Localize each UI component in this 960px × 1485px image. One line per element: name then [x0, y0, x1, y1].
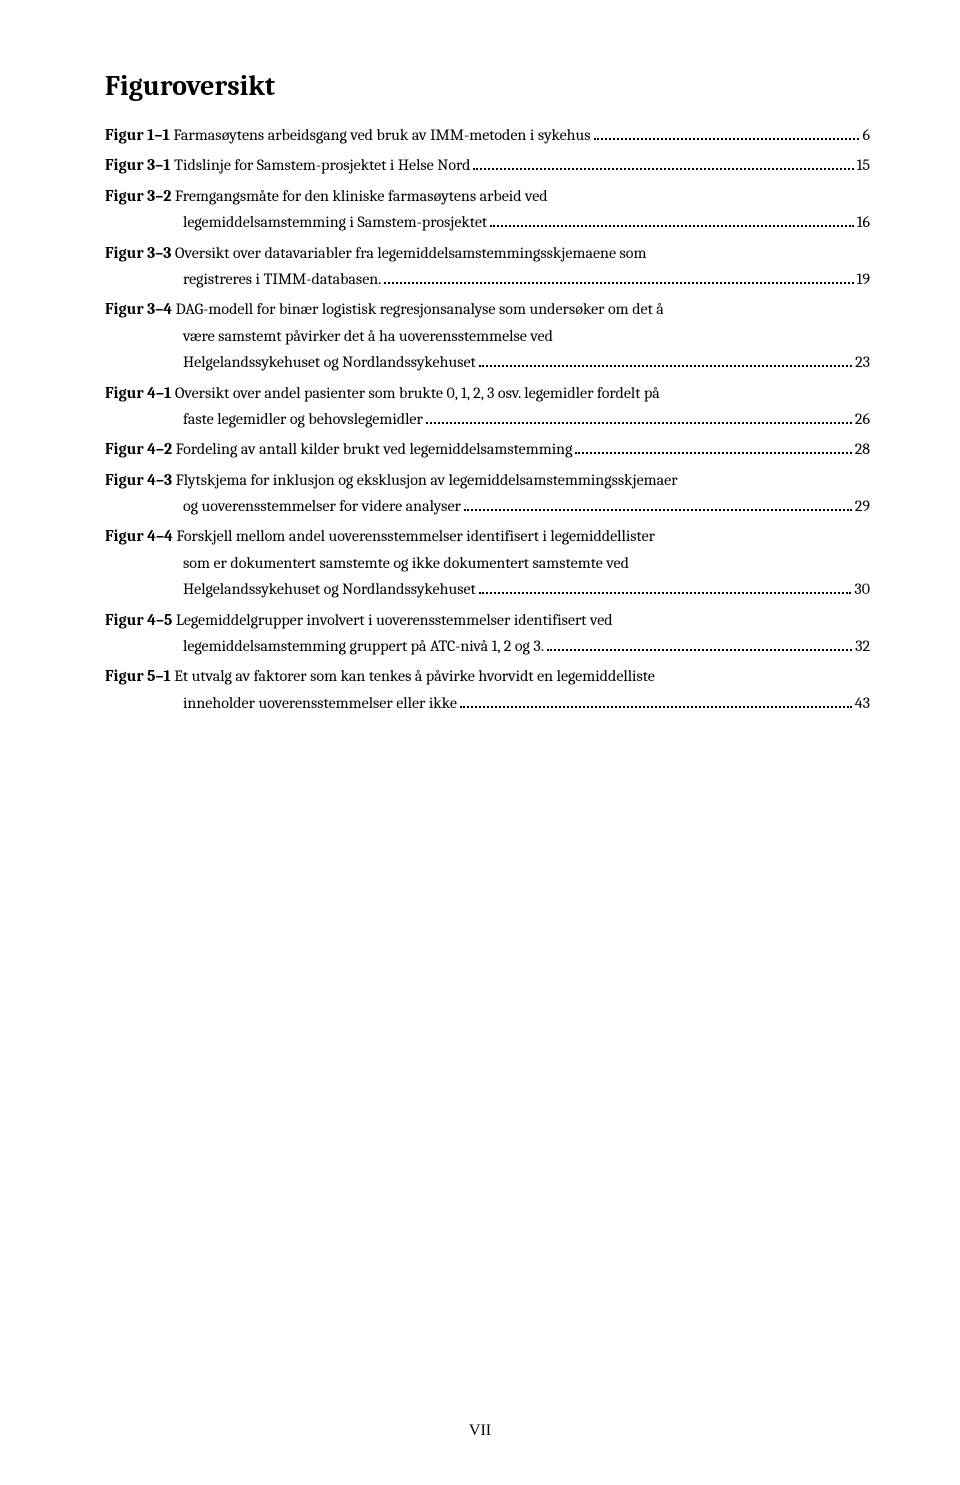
page-ref: 43 — [855, 690, 870, 716]
figure-label: Figur 4–5 — [105, 611, 172, 629]
toc-continuation: være samstemt påvirker det å ha uoverens… — [105, 323, 870, 349]
page-ref: 23 — [855, 349, 870, 375]
toc-entry: Figur 3–3 Oversikt over datavariabler fr… — [105, 240, 870, 293]
figure-label: Figur 3–3 — [105, 244, 171, 262]
toc-entry: Figur 1–1 Farmasøytens arbeidsgang ved b… — [105, 122, 870, 148]
figure-list: Figur 1–1 Farmasøytens arbeidsgang ved b… — [105, 122, 870, 716]
toc-continuation: som er dokumentert samstemte og ikke dok… — [105, 550, 870, 576]
figure-label: Figur 3–4 — [105, 300, 172, 318]
toc-entry: Figur 5–1 Et utvalg av faktorer som kan … — [105, 663, 870, 716]
page-title: Figuroversikt — [105, 70, 870, 102]
page-ref: 16 — [857, 209, 870, 235]
toc-entry: Figur 4–4 Forskjell mellom andel uoveren… — [105, 523, 870, 602]
page-ref: 26 — [855, 406, 870, 432]
figure-label: Figur 4–1 — [105, 384, 171, 402]
page-number-footer: VII — [0, 1422, 960, 1440]
page-ref: 29 — [855, 493, 870, 519]
figure-label: Figur 1–1 — [105, 126, 170, 144]
page-ref: 30 — [854, 576, 870, 602]
figure-label: Figur 4–4 — [105, 527, 173, 545]
figure-label: Figur 4–2 — [105, 440, 172, 458]
figure-label: Figur 3–2 — [105, 187, 171, 205]
toc-entry: Figur 4–3 Flytskjema for inklusjon og ek… — [105, 467, 870, 520]
page-ref: 19 — [857, 266, 870, 292]
figure-label: Figur 3–1 — [105, 156, 171, 174]
figure-label: Figur 4–3 — [105, 471, 172, 489]
toc-entry: Figur 4–5 Legemiddelgrupper involvert i … — [105, 607, 870, 660]
page-ref: 28 — [855, 436, 870, 462]
toc-entry: Figur 3–4 DAG-modell for binær logistisk… — [105, 296, 870, 375]
toc-entry: Figur 4–2 Fordeling av antall kilder bru… — [105, 436, 870, 462]
toc-entry: Figur 3–1 Tidslinje for Samstem-prosjekt… — [105, 152, 870, 178]
page-ref: 15 — [857, 152, 870, 178]
page-ref: 6 — [862, 122, 870, 148]
toc-entry: Figur 3–2 Fremgangsmåte for den kliniske… — [105, 183, 870, 236]
toc-entry: Figur 4–1 Oversikt over andel pasienter … — [105, 380, 870, 433]
figure-label: Figur 5–1 — [105, 667, 171, 685]
page-ref: 32 — [855, 633, 870, 659]
